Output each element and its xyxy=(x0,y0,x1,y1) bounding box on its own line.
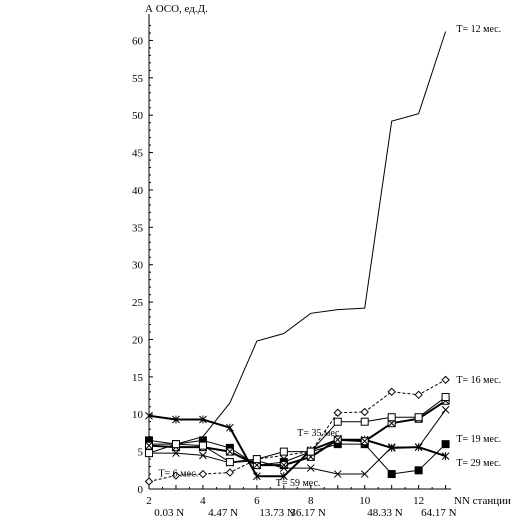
x-tick-label: 10 xyxy=(359,495,371,507)
x-tick-label: 6 xyxy=(254,495,260,507)
crossed-square-marker-cross xyxy=(226,447,234,456)
star-marker xyxy=(441,452,450,461)
y-tick-label: 10 xyxy=(132,409,144,421)
diamond-marker xyxy=(333,408,342,417)
star-marker xyxy=(172,415,180,424)
x-marker xyxy=(279,464,288,472)
open-square-marker xyxy=(171,440,180,449)
crossed-square-marker-cross xyxy=(333,435,342,444)
x-tick-label: 4 xyxy=(200,495,206,507)
star-marker xyxy=(279,472,288,481)
diamond-marker xyxy=(414,390,423,400)
series-label: T= 59 мес. xyxy=(276,478,321,489)
open-square-marker xyxy=(252,455,261,464)
x-tick-label: 2 xyxy=(146,495,152,507)
x-marker xyxy=(306,464,315,472)
open-square-marker xyxy=(414,413,423,422)
diamond-marker xyxy=(387,387,396,397)
labels-group: T= 12 мес. T= 16 мес. T= 19 мес. T= 29 мес.… xyxy=(158,24,501,489)
y-tick-label: 40 xyxy=(132,185,144,197)
open-square-marker xyxy=(333,417,342,426)
x-marker xyxy=(333,470,342,478)
open-square-marker xyxy=(225,458,234,467)
series-label: T= 16 мес. xyxy=(456,375,501,386)
station-label: 64.17 N xyxy=(421,507,457,519)
open-square-marker xyxy=(145,449,153,458)
series-line xyxy=(149,31,447,445)
y-tick-label: 0 xyxy=(138,484,144,496)
axes: 0 5 10 15 20 25 30 35 40 45 50 55 60 2 4 6 8 10 12 А ОСО, е… xyxy=(132,3,511,519)
open-square-marker xyxy=(387,413,396,422)
star-marker xyxy=(145,411,153,420)
diamond-marker xyxy=(144,477,154,486)
y-tick-label: 60 xyxy=(132,35,144,47)
filled-square-marker xyxy=(387,470,396,479)
series-line xyxy=(148,439,446,475)
star-marker xyxy=(387,443,396,452)
station-label: 48.33 N xyxy=(367,507,403,519)
x-marker xyxy=(387,443,396,451)
series-line xyxy=(148,414,446,478)
series-label: T= 29 мес. xyxy=(456,458,501,469)
station-label: 0.03 N xyxy=(154,507,184,519)
y-tick-label: 5 xyxy=(138,447,144,459)
y-tick-label: 20 xyxy=(132,334,144,346)
open-square-marker xyxy=(306,447,315,456)
series-line xyxy=(148,399,447,467)
series-label: T= 19 мес. xyxy=(456,434,501,445)
x-tick-label: 8 xyxy=(308,495,314,507)
station-label: 4.47 N xyxy=(208,507,238,519)
series-label: T= 12 мес. xyxy=(456,24,501,35)
diamond-marker xyxy=(171,471,181,480)
y-tick-label: 50 xyxy=(132,110,144,122)
x-marker xyxy=(414,443,423,451)
y-tick-label: 25 xyxy=(132,297,144,309)
x-marker xyxy=(360,470,369,478)
open-square-marker xyxy=(198,441,207,450)
x-marker xyxy=(441,405,450,414)
series-line xyxy=(148,379,446,482)
filled-square-marker xyxy=(414,466,423,475)
series-line xyxy=(148,396,446,463)
x-marker xyxy=(199,451,207,460)
y-tick-label: 35 xyxy=(132,222,144,234)
y-tick-label: 55 xyxy=(132,73,144,85)
star-marker xyxy=(199,415,207,424)
diamond-marker xyxy=(441,375,450,385)
star-marker xyxy=(226,423,234,432)
y-axis-title: А ОСО, ед.Д. xyxy=(145,3,208,15)
station-label: 13.73 N xyxy=(259,507,295,519)
open-square-marker xyxy=(360,417,369,426)
series-label: T= 35 мес. xyxy=(297,428,342,439)
diamond-marker xyxy=(198,469,208,479)
y-tick-label: 30 xyxy=(132,260,144,272)
crossed-square-marker-cross xyxy=(145,441,153,450)
x-axis-title: NN станции xyxy=(454,495,511,507)
series-line xyxy=(149,409,447,475)
diamond-marker xyxy=(225,468,235,477)
series-7 xyxy=(145,393,450,467)
star-marker xyxy=(253,472,261,481)
series-1 xyxy=(149,31,447,445)
station-label: 36.17 N xyxy=(290,507,326,519)
diamond-marker xyxy=(360,407,369,417)
x-tick-label: 12 xyxy=(413,495,424,507)
x-marker xyxy=(172,449,180,457)
filled-square-marker xyxy=(441,440,450,449)
y-tick-label: 15 xyxy=(132,372,144,384)
y-tick-label: 45 xyxy=(132,148,144,160)
crossed-square-marker-cross xyxy=(360,437,369,446)
series-label: T= 6 мес. xyxy=(158,468,198,479)
open-square-marker xyxy=(279,447,288,456)
series-group xyxy=(144,31,450,486)
open-square-marker xyxy=(441,393,450,402)
